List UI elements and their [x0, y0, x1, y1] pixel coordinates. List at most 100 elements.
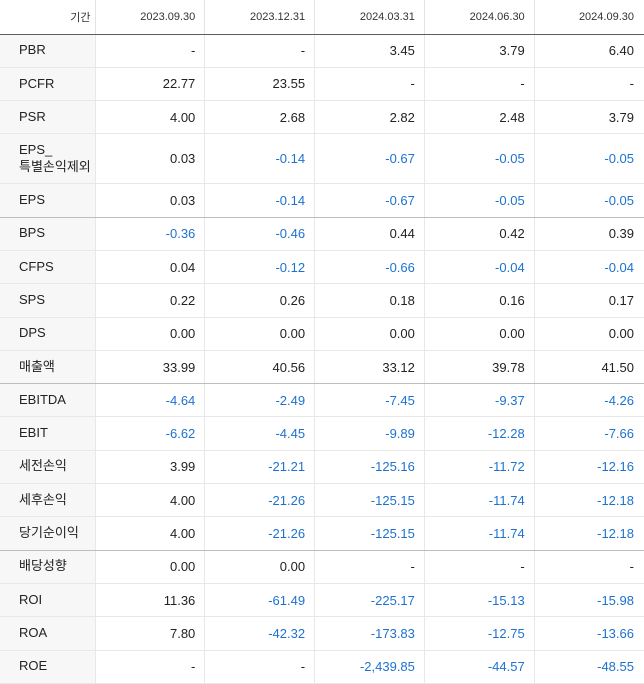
value-cell: 0.03	[95, 183, 206, 218]
value-cell: -4.64	[95, 383, 206, 418]
table-row: BPS -0.36 -0.46 0.44 0.42 0.39	[0, 217, 644, 251]
table-row: 배당성향 0.00 0.00- - -	[0, 550, 644, 584]
value-cell: 4.00	[95, 100, 206, 135]
value-cell: 0.42	[424, 217, 535, 251]
value-cell: -	[204, 650, 316, 684]
value-cell: 0.17	[534, 283, 644, 318]
value-cell: 0.00	[95, 550, 206, 584]
value-cell: -21.26	[204, 483, 316, 518]
row-label: ROI	[0, 583, 96, 618]
value-cell: -12.28	[424, 416, 535, 451]
row-label: DPS	[0, 317, 96, 351]
value-cell: 6.40	[534, 34, 644, 68]
value-cell: -0.46	[204, 217, 316, 251]
value-cell: 0.26	[204, 283, 316, 318]
value-cell: -42.32	[204, 616, 316, 651]
value-cell: -0.05	[424, 183, 535, 218]
value-cell: 33.99	[95, 350, 206, 385]
row-label: EBITDA	[0, 383, 96, 418]
period-header: 2023.09.30	[95, 0, 206, 35]
value-cell: 0.44	[314, 217, 425, 251]
value-cell: 4.00	[95, 516, 206, 551]
header-row: 기간 2023.09.30 2023.12.31 2024.03.31 2024…	[0, 0, 644, 35]
table-row: EPS_ 특별손익제외 0.03 -0.14 -0.67 -0.05 -0.05	[0, 133, 644, 185]
value-cell: 41.50	[534, 350, 644, 385]
value-cell: -6.62	[95, 416, 206, 451]
row-label: EPS	[0, 183, 96, 218]
value-cell: 0.39	[534, 217, 644, 251]
value-cell: -	[424, 67, 535, 102]
value-cell: -13.66	[534, 616, 644, 651]
value-cell: -7.66	[534, 416, 644, 451]
table-row: EBITDA -4.64 -2.49 -7.45 -9.37 -4.26	[0, 383, 644, 418]
row-label: 세후손익	[0, 483, 96, 518]
value-cell: 0.00	[95, 317, 206, 351]
value-cell: -0.67	[314, 183, 425, 218]
value-cell: -15.13	[424, 583, 535, 618]
value-cell: -	[314, 67, 425, 102]
value-cell: -0.14	[204, 183, 316, 218]
value-cell: 2.68	[204, 100, 316, 135]
value-cell: -0.04	[424, 250, 535, 285]
value-cell: -0.05	[534, 133, 644, 185]
value-cell: -125.16	[314, 450, 425, 485]
value-cell: 0.16	[424, 283, 535, 318]
row-label: ROE	[0, 650, 96, 684]
period-header: 2024.06.30	[424, 0, 535, 35]
table-row: PCFR 22.77 23.55- - -	[0, 67, 644, 102]
value-cell: 3.79	[534, 100, 644, 135]
value-cell: -12.18	[534, 483, 644, 518]
value-cell: -48.55	[534, 650, 644, 684]
value-cell: 0.00	[314, 317, 425, 351]
value-cell: 4.00	[95, 483, 206, 518]
value-cell: -21.26	[204, 516, 316, 551]
row-label: BPS	[0, 217, 96, 251]
value-cell: -2,439.85	[314, 650, 425, 684]
table-row: PBR - -3.45 3.79 6.40	[0, 34, 644, 68]
table-row: 세전손익 3.99 -21.21 -125.16 -11.72 -12.16	[0, 450, 644, 485]
value-cell: -0.36	[95, 217, 206, 251]
value-cell: 2.82	[314, 100, 425, 135]
row-label: SPS	[0, 283, 96, 318]
value-cell: -9.37	[424, 383, 535, 418]
table-row: ROA 7.80 -42.32 -173.83 -12.75 -13.66	[0, 616, 644, 651]
value-cell: -	[314, 550, 425, 584]
value-cell: -	[534, 550, 644, 584]
value-cell: -12.75	[424, 616, 535, 651]
value-cell: 0.22	[95, 283, 206, 318]
row-label: EBIT	[0, 416, 96, 451]
value-cell: -0.05	[424, 133, 535, 185]
value-cell: -11.74	[424, 516, 535, 551]
value-cell: -9.89	[314, 416, 425, 451]
table-row: 당기순이익 4.00 -21.26 -125.15 -11.74 -12.18	[0, 516, 644, 551]
row-label: 세전손익	[0, 450, 96, 485]
row-label: EPS_ 특별손익제외	[0, 133, 96, 185]
value-cell: 0.18	[314, 283, 425, 318]
value-cell: 3.79	[424, 34, 535, 68]
value-cell: -15.98	[534, 583, 644, 618]
value-cell: -12.16	[534, 450, 644, 485]
value-cell: 2.48	[424, 100, 535, 135]
value-cell: 0.00	[204, 550, 316, 584]
value-cell: 0.00	[424, 317, 535, 351]
value-cell: -	[95, 34, 206, 68]
row-label: PSR	[0, 100, 96, 135]
value-cell: -125.15	[314, 516, 425, 551]
value-cell: 0.00	[204, 317, 316, 351]
value-cell: -0.05	[534, 183, 644, 218]
value-cell: 39.78	[424, 350, 535, 385]
value-cell: 0.03	[95, 133, 206, 185]
value-cell: -0.14	[204, 133, 316, 185]
table-row: EPS 0.03 -0.14 -0.67 -0.05 -0.05	[0, 183, 644, 218]
value-cell: -	[204, 34, 316, 68]
value-cell: -4.26	[534, 383, 644, 418]
table-row: SPS 0.22 0.26 0.18 0.16 0.17	[0, 283, 644, 318]
row-label: 배당성향	[0, 550, 96, 584]
row-label: PBR	[0, 34, 96, 68]
value-cell: -4.45	[204, 416, 316, 451]
value-cell: 33.12	[314, 350, 425, 385]
value-cell: 3.45	[314, 34, 425, 68]
value-cell: 22.77	[95, 67, 206, 102]
value-cell: 11.36	[95, 583, 206, 618]
value-cell: -	[95, 650, 206, 684]
